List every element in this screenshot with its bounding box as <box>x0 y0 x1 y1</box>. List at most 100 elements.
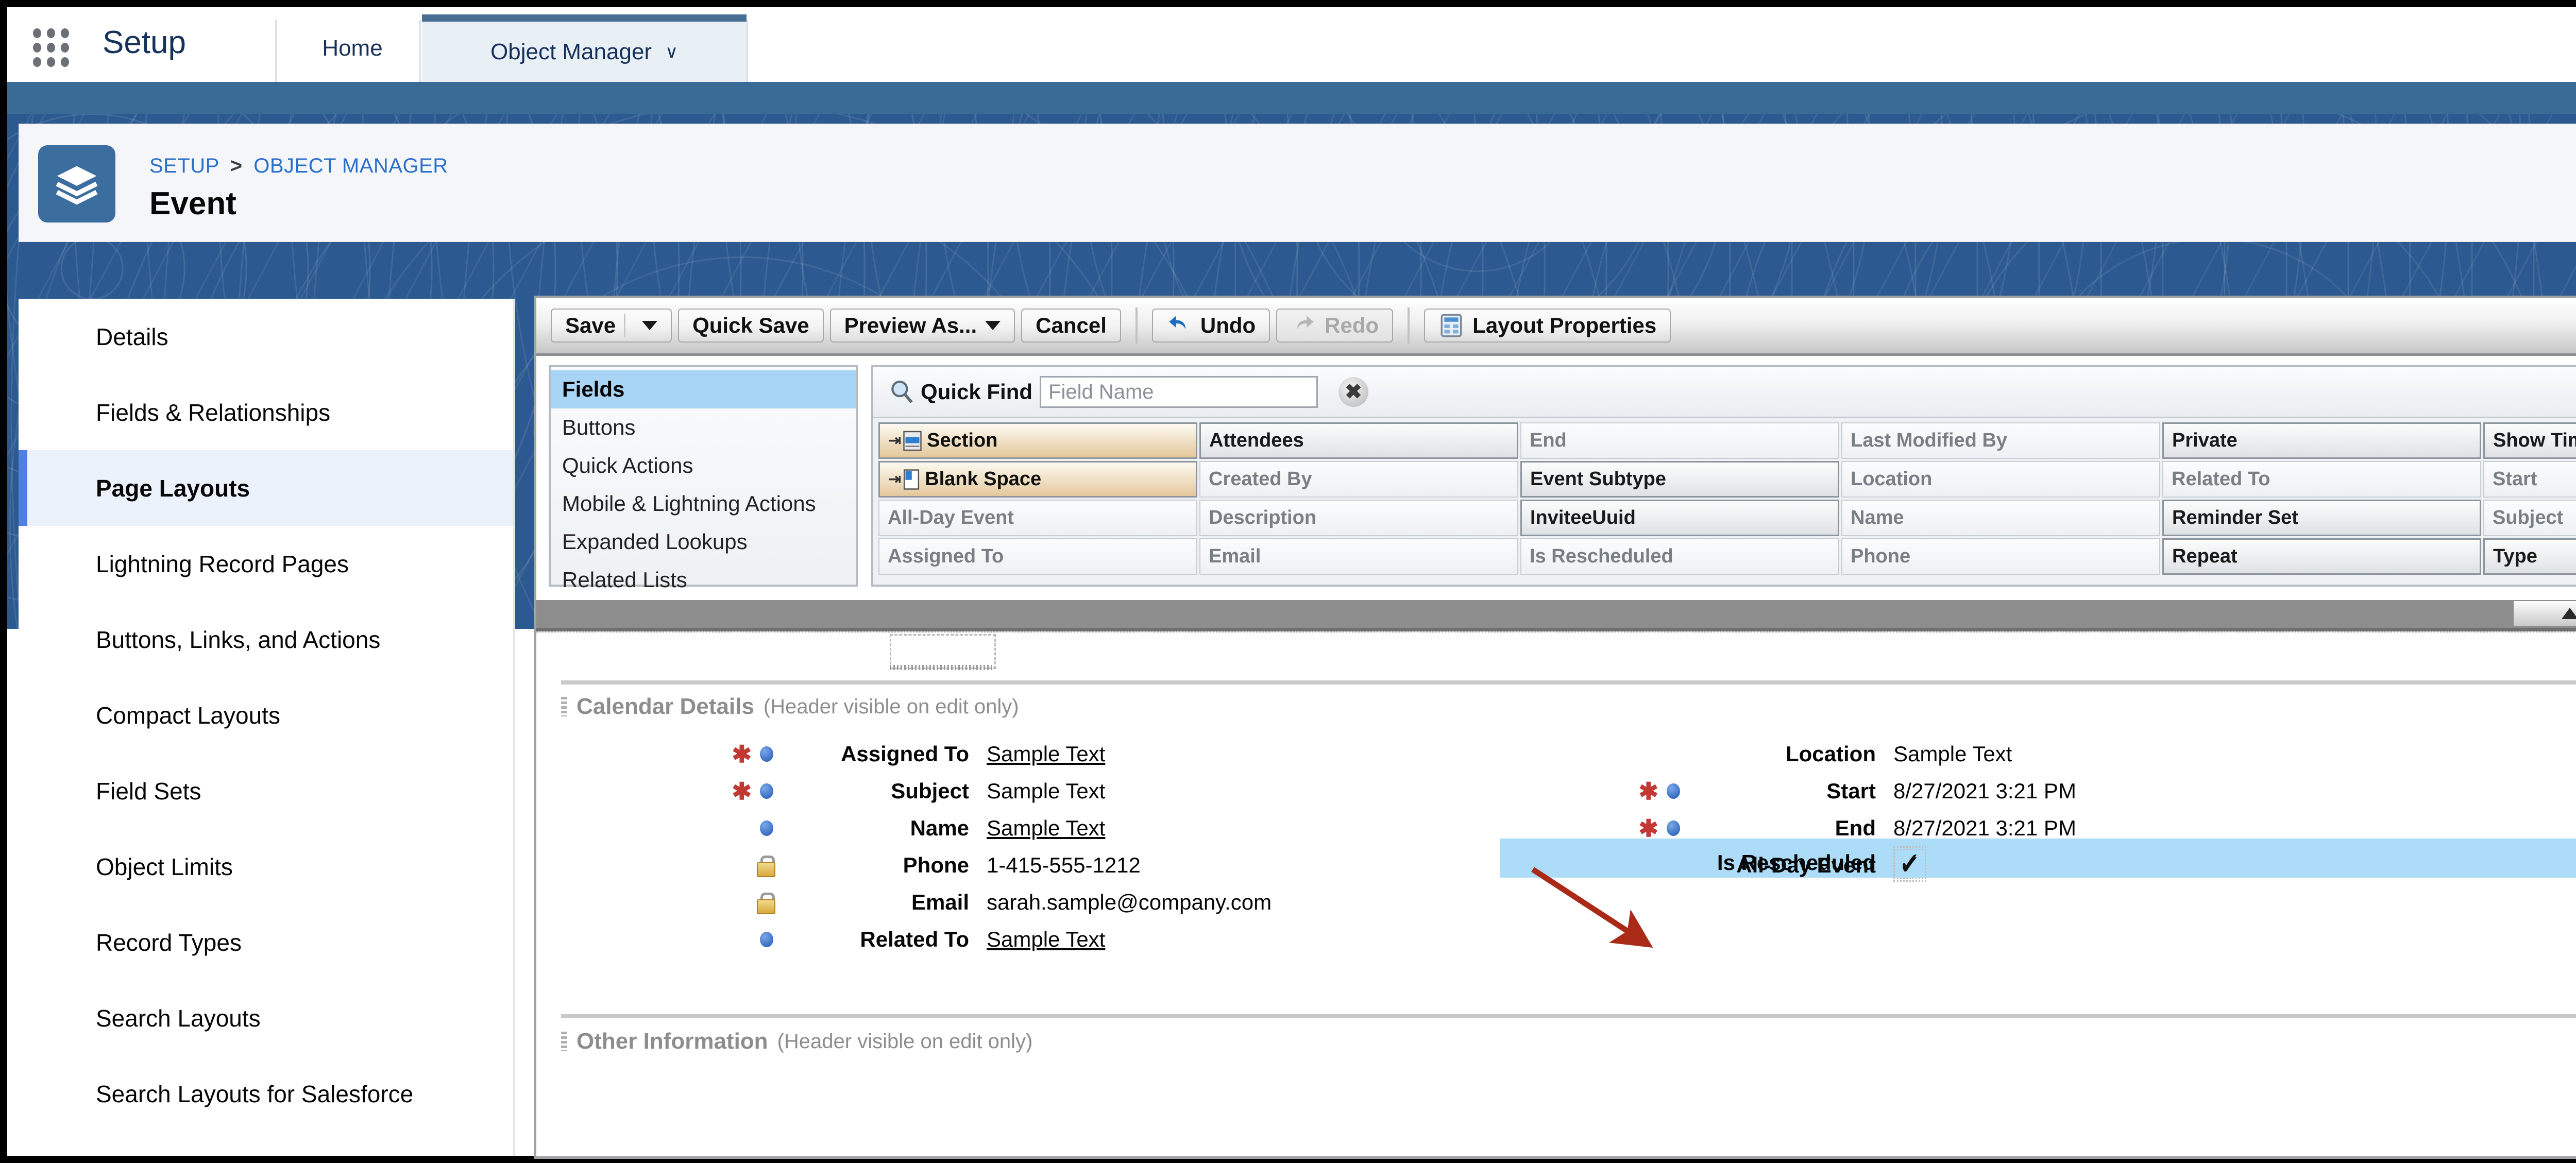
field-chip-created-by[interactable]: Created By <box>1199 461 1518 498</box>
field-chip-related-to[interactable]: Related To <box>2162 461 2481 498</box>
sidebar-item-record-types[interactable]: Record Types <box>19 904 513 980</box>
palette-category-expanded-lookups[interactable]: Expanded Lookups <box>551 523 856 561</box>
sidebar-item-search-layouts[interactable]: Search Layouts <box>19 980 513 1056</box>
field-row-related-to[interactable]: Related To Sample Text <box>706 924 1105 955</box>
section-header-calendar-details[interactable]: Calendar Details (Header visible on edit… <box>561 694 2576 720</box>
field-row-assigned-to[interactable]: ✱ Assigned To Sample Text <box>706 739 1105 769</box>
field-row-name[interactable]: Name Sample Text <box>706 813 1105 844</box>
field-chip-email[interactable]: Email <box>1199 538 1518 575</box>
field-chip-repeat[interactable]: Repeat <box>2162 538 2481 575</box>
palette-category-related-lists[interactable]: Related Lists <box>551 561 856 599</box>
section-header-other-information[interactable]: Other Information (Header visible on edi… <box>561 1029 2576 1054</box>
field-chip-blank-space[interactable]: ⇥ Blank Space <box>878 461 1197 498</box>
brand-strip <box>7 82 2576 114</box>
field-row-end[interactable]: ✱ End 8/27/2021 3:21 PM <box>1613 813 2076 844</box>
drag-grip-icon[interactable] <box>561 697 567 716</box>
layers-icon <box>38 145 115 223</box>
lookup-dot-icon <box>760 932 773 947</box>
field-chip-label: Show Time As <box>2493 430 2576 451</box>
sidebar-item-page-layouts[interactable]: Page Layouts <box>19 450 513 526</box>
cancel-button[interactable]: Cancel <box>1021 309 1121 343</box>
clear-x-icon[interactable]: ✖ <box>1338 377 1369 407</box>
field-chip-all-day-event[interactable]: All-Day Event <box>878 500 1197 536</box>
check-icon: ✓ <box>1899 850 1921 880</box>
sidebar-item-search-layouts-for-salesforce[interactable]: Search Layouts for Salesforce <box>19 1056 513 1132</box>
field-chip-label: Reminder Set <box>2172 507 2298 528</box>
palette-category-mobile-lightning-actions[interactable]: Mobile & Lightning Actions <box>551 485 856 523</box>
palette-category-quick-actions[interactable]: Quick Actions <box>551 447 856 485</box>
lock-icon <box>757 893 775 914</box>
field-chip-end[interactable]: End <box>1520 422 1839 459</box>
field-row-start[interactable]: ✱ Start 8/27/2021 3:21 PM <box>1613 776 2076 807</box>
sidebar-item-object-limits[interactable]: Object Limits <box>19 829 513 904</box>
field-row-phone[interactable]: Phone 1-415-555-1212 <box>706 850 1141 881</box>
field-chip-is-rescheduled[interactable]: Is Rescheduled <box>1520 538 1839 575</box>
breadcrumb-object-manager[interactable]: OBJECT MANAGER <box>253 155 448 177</box>
field-chip-type[interactable]: Type <box>2483 538 2576 575</box>
field-chip-subject[interactable]: Subject <box>2483 500 2576 536</box>
breadcrumb-separator: > <box>230 155 243 177</box>
field-row-email[interactable]: Email sarah.sample@company.com <box>706 887 1272 918</box>
palette-splitter[interactable] <box>536 600 2576 631</box>
save-button[interactable]: Save <box>551 309 672 343</box>
field-chip-name[interactable]: Name <box>1841 500 2160 536</box>
field-chip-assigned-to[interactable]: Assigned To <box>878 538 1197 575</box>
palette-category-fields[interactable]: Fields <box>551 370 856 408</box>
window-frame-left <box>0 0 7 1163</box>
field-chip-section[interactable]: ⇥ Section <box>878 422 1197 459</box>
field-chip-start[interactable]: Start <box>2483 461 2576 498</box>
field-chip-attendees[interactable]: Attendees <box>1199 422 1518 459</box>
field-chip-label: Event Subtype <box>1530 468 1666 490</box>
breadcrumb-setup[interactable]: SETUP <box>149 155 219 177</box>
sidebar-item-field-sets[interactable]: Field Sets <box>19 753 513 829</box>
field-chip-event-subtype[interactable]: Event Subtype <box>1520 461 1839 498</box>
app-launcher-icon[interactable] <box>33 28 70 67</box>
layout-properties-button[interactable]: Layout Properties <box>1424 309 1671 343</box>
field-chip-description[interactable]: Description <box>1199 500 1518 536</box>
page-layout-editor: Save Quick Save Preview As... Cancel Und… <box>534 296 2576 1159</box>
sidebar-item-compact-layouts[interactable]: Compact Layouts <box>19 677 513 753</box>
tab-object-manager[interactable]: Object Manager ∨ <box>422 14 747 82</box>
lookup-dot-icon <box>760 746 773 762</box>
sidebar-item-fields-relationships[interactable]: Fields & Relationships <box>19 374 513 450</box>
sidebar-item-label: Lightning Record Pages <box>96 550 349 577</box>
blank-space-icon: ⇥ <box>888 469 920 490</box>
field-value: Sample Text <box>987 779 1106 803</box>
palette-category-buttons[interactable]: Buttons <box>551 408 856 447</box>
sidebar-item-lightning-record-pages[interactable]: Lightning Record Pages <box>19 526 513 602</box>
undo-button[interactable]: Undo <box>1151 309 1270 343</box>
field-chip-show-time-as[interactable]: Show Time As <box>2483 422 2576 459</box>
palette-category-label: Quick Actions <box>562 453 693 477</box>
chevron-down-icon[interactable]: ∨ <box>665 42 678 62</box>
preview-as-button[interactable]: Preview As... <box>829 309 1015 343</box>
field-palette-grid: ⇥ Section Attendees End Last Modified By Priv… <box>873 418 2576 576</box>
field-drop-zone[interactable] <box>890 634 996 669</box>
sidebar-item-details[interactable]: Details <box>19 299 513 374</box>
sidebar-item-buttons-links-and-actions[interactable]: Buttons, Links, and Actions <box>19 602 513 677</box>
field-chip-label: All-Day Event <box>888 507 1014 528</box>
quick-save-button[interactable]: Quick Save <box>678 309 824 343</box>
section-note: (Header visible on edit only) <box>763 695 1019 718</box>
drag-grip-icon[interactable] <box>561 1032 567 1051</box>
tab-home[interactable]: Home <box>322 35 383 61</box>
field-row-subject[interactable]: ✱ Subject Sample Text <box>706 776 1105 807</box>
field-row-location[interactable]: Location Sample Text <box>1613 739 2012 769</box>
collapse-up-icon[interactable] <box>2514 601 2576 626</box>
field-chip-phone[interactable]: Phone <box>1841 538 2160 575</box>
field-chip-reminder-set[interactable]: Reminder Set <box>2162 500 2481 536</box>
field-chip-last-modified-by[interactable]: Last Modified By <box>1841 422 2160 459</box>
required-asterisk-icon: ✱ <box>732 741 752 767</box>
caret-down-icon[interactable] <box>985 321 1001 330</box>
field-chip-location[interactable]: Location <box>1841 461 2160 498</box>
field-label: Email <box>911 890 969 914</box>
palette-category-list: Fields Buttons Quick Actions Mobile & Light… <box>549 365 858 630</box>
highlighted-field-row[interactable] <box>1500 839 2576 878</box>
field-row-is-rescheduled[interactable]: Is Rescheduled ✓ <box>1613 843 1926 882</box>
field-chip-private[interactable]: Private <box>2162 422 2481 459</box>
field-chip-inviteeuuid[interactable]: InviteeUuid <box>1520 500 1839 536</box>
quick-find-input[interactable]: Field Name <box>1040 376 1318 408</box>
undo-arrow-icon <box>1169 316 1185 329</box>
caret-down-icon[interactable] <box>642 321 658 330</box>
field-row-all-day-event[interactable]: All-Day Event ✓ <box>1613 849 1926 882</box>
